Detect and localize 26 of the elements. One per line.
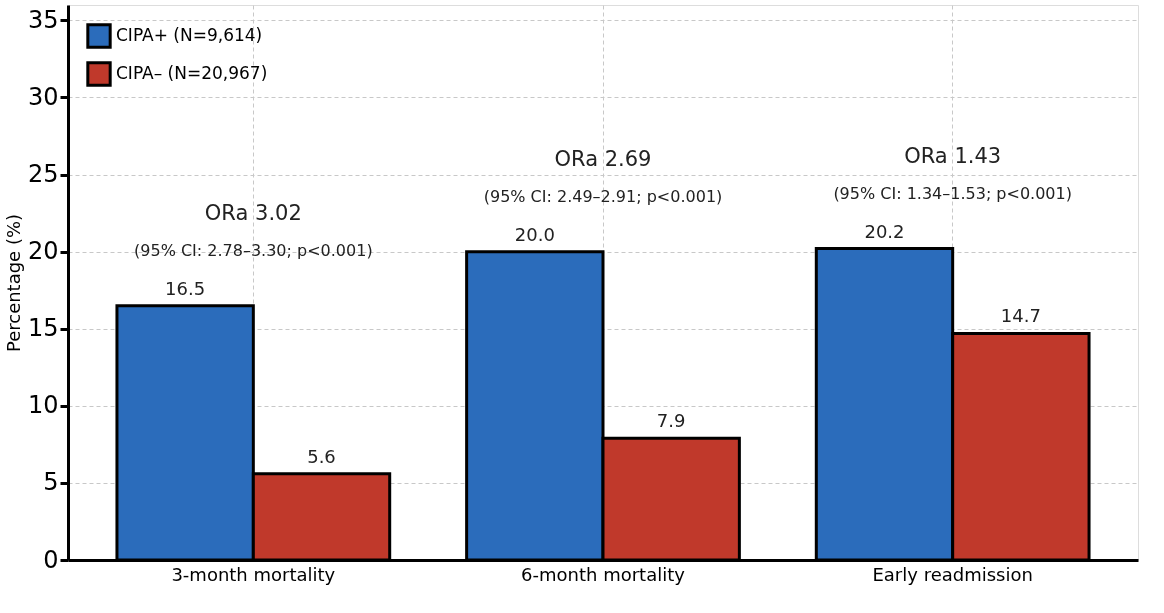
data-label: 20.0 — [514, 223, 555, 245]
y-tick-label: 20 — [27, 237, 59, 266]
annotation: (95% CI: 1.34–1.53; p<0.001) — [833, 183, 1072, 203]
y-tick-label: 35 — [27, 5, 59, 34]
y-tick-label: 25 — [27, 160, 59, 189]
data-label: 20.2 — [864, 220, 905, 242]
legend-label: CIPA+ (N=9,614) — [116, 25, 263, 45]
y-tick-label: 15 — [27, 314, 59, 343]
annotation: ORa 1.43 — [904, 143, 1002, 168]
y-tick-label: 30 — [27, 83, 59, 111]
x-tick-label: 3-month mortality — [171, 563, 336, 585]
y-axis-title: Percentage (%) — [2, 213, 24, 353]
y-tick-label: 5 — [43, 468, 59, 497]
annotation: (95% CI: 2.49–2.91; p<0.001) — [483, 186, 723, 206]
y-tick-label: 0 — [43, 545, 59, 574]
x-tick-label: 6-month mortality — [521, 563, 686, 585]
data-label: 16.5 — [165, 277, 206, 299]
x-tick-label: Early readmission — [872, 563, 1033, 585]
legend-label: CIPA– (N=20,967) — [116, 63, 268, 83]
data-label: 7.9 — [656, 410, 686, 432]
annotation: (95% CI: 2.78–3.30; p<0.001) — [134, 240, 373, 260]
annotation: ORa 3.02 — [204, 200, 302, 225]
data-label: 14.7 — [1000, 305, 1041, 327]
data-label: 5.6 — [307, 445, 336, 467]
y-tick-label: 10 — [27, 391, 59, 420]
annotation: ORa 2.69 — [554, 146, 652, 171]
